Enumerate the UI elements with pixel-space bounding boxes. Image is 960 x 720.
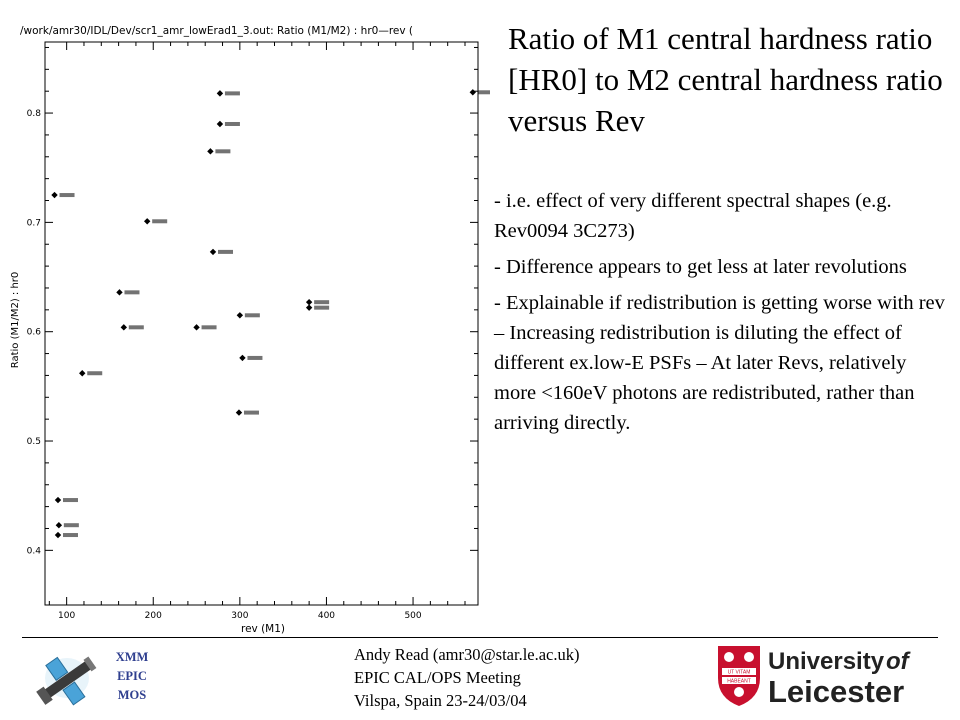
- x-tick-label: 100: [58, 611, 75, 621]
- epic-label: EPIC: [117, 669, 147, 683]
- university-shield-icon: UT VITAM HABEANT: [718, 646, 760, 706]
- footer-meeting: EPIC CAL/OPS Meeting: [354, 668, 521, 687]
- data-point: [469, 89, 477, 96]
- y-tick-label: 0.4: [27, 546, 42, 556]
- svg-text:UT VITAM: UT VITAM: [728, 670, 751, 676]
- y-tick-label: 0.8: [27, 109, 42, 119]
- point-annotation: [59, 193, 75, 198]
- data-point: [116, 289, 123, 296]
- data-point: [216, 120, 224, 128]
- chart-title: /work/amr30/IDL/Dev/scr1_amr_lowErad1_3.…: [20, 25, 413, 37]
- y-tick-label: 0.5: [27, 437, 41, 447]
- leicester-word: Leicester: [768, 674, 904, 708]
- data-point: [51, 191, 58, 199]
- data-point: [216, 90, 224, 97]
- scatter-plot: /work/amr30/IDL/Dev/scr1_amr_lowErad1_3.…: [10, 25, 490, 635]
- data-point: [209, 248, 217, 256]
- plot-axes: 100 200 300 400 500 0.4 0.5 0.6 0.7 0.8: [27, 41, 479, 621]
- data-point: [207, 148, 214, 155]
- data-point: [236, 312, 244, 319]
- bullet-redistribution: - Explainable if redistribution is getti…: [494, 292, 945, 434]
- university-of-leicester-logo: UT VITAM HABEANT University of Leicester: [718, 646, 911, 708]
- point-annotation: [243, 410, 259, 415]
- xmm-epic-mos-label: XMM EPIC MOS: [108, 648, 156, 705]
- footer-divider: [22, 637, 938, 638]
- point-annotation: [215, 149, 231, 154]
- point-annotation: [224, 121, 240, 126]
- of-word: of: [886, 648, 911, 675]
- point-annotation: [224, 91, 240, 96]
- point-annotation: [62, 498, 78, 503]
- data-point: [235, 409, 243, 416]
- y-axis-label: Ratio (M1/M2) : hr0: [10, 272, 21, 369]
- point-annotation: [218, 249, 234, 254]
- data-point: [239, 354, 246, 362]
- data-point: [305, 304, 313, 311]
- point-annotation: [477, 90, 490, 95]
- point-annotation: [128, 325, 144, 330]
- data-point: [120, 324, 128, 331]
- x-tick-label: 500: [404, 611, 421, 621]
- bullet-difference-less: - Difference appears to get less at late…: [494, 256, 907, 278]
- point-annotation: [314, 305, 330, 310]
- mos-label: MOS: [117, 688, 147, 702]
- bullet-spectral-shapes: - i.e. effect of very different spectral…: [494, 190, 892, 242]
- footer-author: Andy Read (amr30@star.le.ac.uk): [354, 645, 580, 664]
- data-point: [54, 496, 62, 504]
- svg-text:HABEANT: HABEANT: [727, 679, 751, 685]
- point-annotation: [201, 325, 217, 330]
- point-annotation: [63, 523, 79, 528]
- point-annotation: [87, 371, 103, 376]
- y-tick-label: 0.6: [27, 328, 42, 338]
- x-tick-label: 300: [231, 611, 248, 621]
- x-axis-label: rev (M1): [241, 623, 285, 635]
- data-point: [79, 370, 86, 377]
- x-tick-label: 200: [145, 611, 162, 621]
- point-annotation: [244, 313, 260, 318]
- point-annotation: [247, 355, 263, 360]
- plot-frame: [44, 41, 479, 606]
- x-tick-label: 400: [318, 611, 335, 621]
- footer-info: Andy Read (amr30@star.le.ac.uk) EPIC CAL…: [354, 643, 580, 712]
- point-annotation: [152, 219, 168, 224]
- footer-location-date: Vilspa, Spain 23-24/03/04: [354, 691, 527, 710]
- point-annotation: [62, 533, 78, 538]
- y-tick-label: 0.7: [27, 218, 41, 228]
- data-point: [143, 218, 151, 225]
- data-point: [305, 298, 313, 306]
- slide-title: Ratio of M1 central hardness ratio [HR0]…: [508, 21, 943, 138]
- xmm-label: XMM: [115, 650, 149, 664]
- point-annotation: [314, 300, 330, 305]
- point-annotation: [124, 290, 140, 295]
- data-points: [51, 89, 490, 539]
- university-word: University: [768, 648, 885, 675]
- bullet-list: - i.e. effect of very different spectral…: [494, 186, 946, 444]
- data-point: [55, 521, 63, 529]
- xmm-satellite-icon: [36, 656, 97, 706]
- data-point: [54, 531, 62, 539]
- data-point: [193, 324, 200, 331]
